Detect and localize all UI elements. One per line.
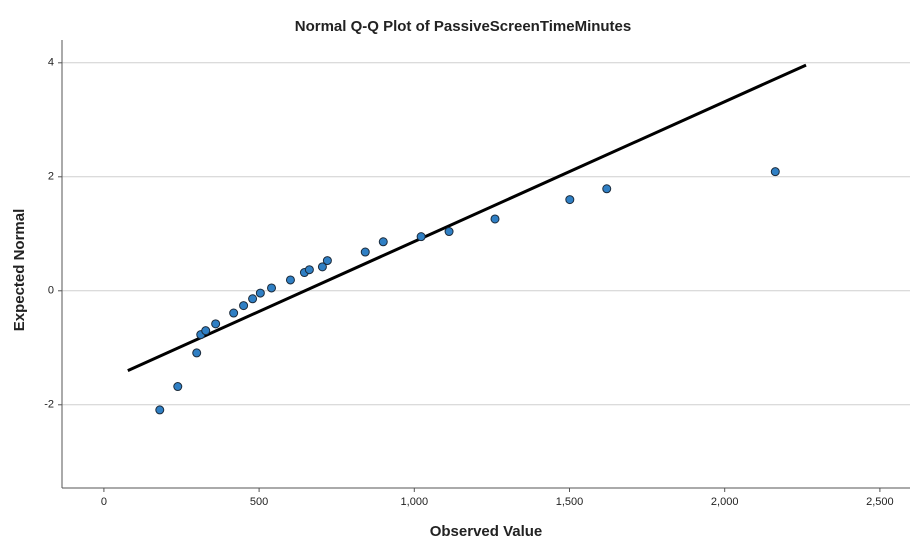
point xyxy=(229,308,239,318)
x-tick-label: 1,500 xyxy=(556,496,584,508)
x-tick-label: 0 xyxy=(101,496,107,508)
point xyxy=(173,382,183,392)
point xyxy=(211,319,221,329)
reference-line xyxy=(127,63,807,372)
point xyxy=(444,227,454,237)
point xyxy=(416,232,426,242)
point xyxy=(565,195,575,205)
x-tick-label: 2,000 xyxy=(711,496,739,508)
y-tick-label: -2 xyxy=(44,399,54,411)
point xyxy=(304,265,314,275)
point xyxy=(360,247,370,257)
point xyxy=(192,348,202,358)
point xyxy=(155,405,165,415)
y-tick-label: 0 xyxy=(48,285,54,297)
point xyxy=(239,301,249,311)
point xyxy=(378,237,388,247)
point xyxy=(602,184,612,194)
point xyxy=(201,326,211,336)
point xyxy=(490,214,500,224)
point xyxy=(770,167,780,177)
x-tick-label: 1,000 xyxy=(401,496,429,508)
x-tick-label: 2,500 xyxy=(866,496,894,508)
point xyxy=(267,283,277,293)
point xyxy=(285,275,295,285)
point xyxy=(322,256,332,266)
y-tick-label: 2 xyxy=(48,171,54,183)
point xyxy=(248,294,258,304)
point xyxy=(317,262,327,272)
x-tick-label: 500 xyxy=(250,496,268,508)
x-axis-label: Observed Value xyxy=(430,523,543,540)
chart-title: Normal Q-Q Plot of PassiveScreenTimeMinu… xyxy=(295,18,632,35)
y-tick-label: 4 xyxy=(48,57,54,69)
y-axis-label: Expected Normal xyxy=(11,209,28,332)
point xyxy=(255,288,265,298)
